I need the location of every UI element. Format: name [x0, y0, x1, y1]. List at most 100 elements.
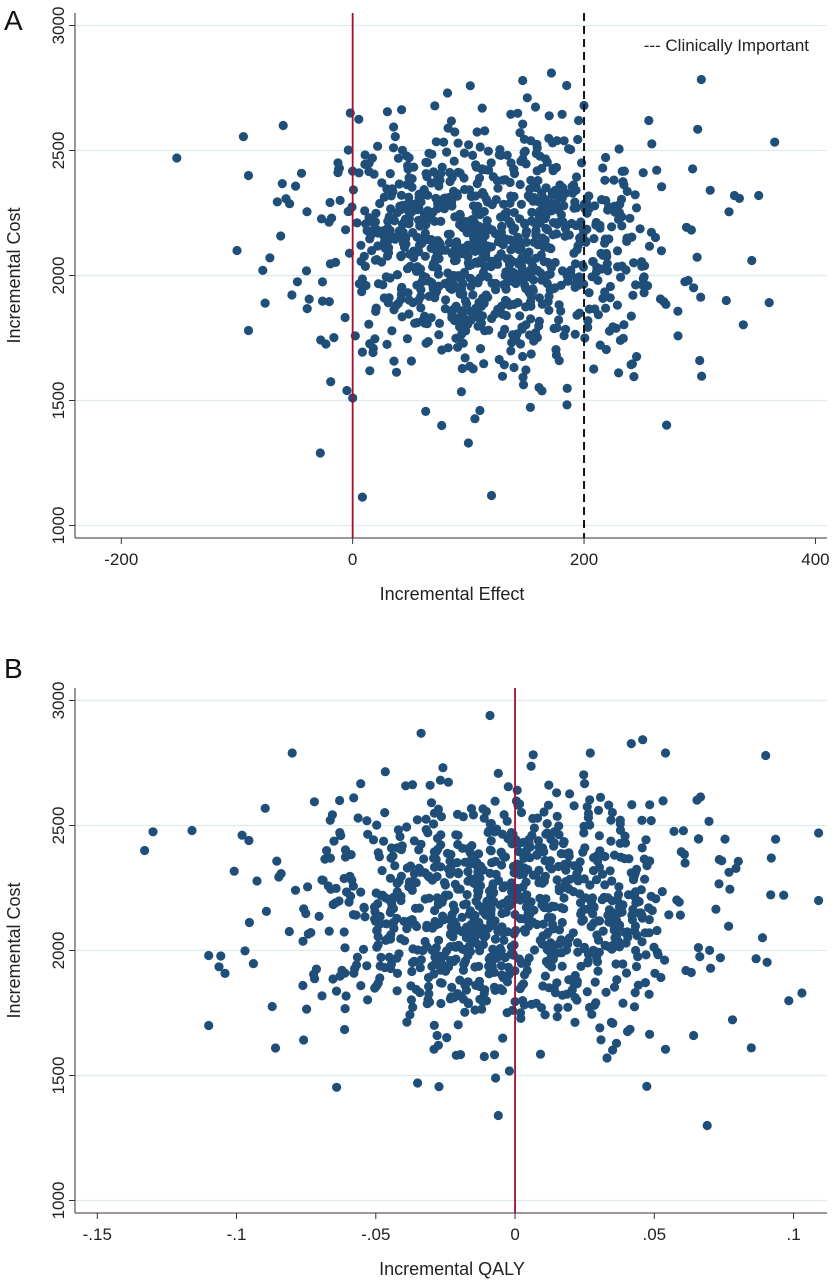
data-point — [635, 224, 645, 234]
data-point — [493, 1110, 503, 1121]
data-point — [500, 209, 510, 219]
data-point — [541, 154, 551, 164]
data-point — [592, 957, 603, 967]
data-point — [334, 164, 344, 174]
data-point — [639, 854, 649, 864]
data-point — [437, 420, 447, 431]
data-point — [561, 324, 571, 334]
data-point — [397, 219, 408, 229]
data-point — [557, 193, 567, 203]
data-point — [441, 946, 452, 956]
data-point — [424, 989, 434, 999]
data-point — [493, 237, 503, 247]
data-point — [784, 996, 794, 1006]
data-point — [411, 878, 421, 888]
data-point — [595, 1023, 605, 1033]
data-point — [631, 280, 641, 290]
data-point — [518, 380, 529, 390]
data-point — [392, 986, 402, 996]
data-point — [544, 780, 554, 790]
data-point — [470, 414, 480, 424]
data-point — [504, 216, 514, 226]
data-point — [646, 816, 656, 826]
x-tick-label: .05 — [642, 1225, 666, 1244]
data-point — [593, 805, 604, 816]
data-point — [597, 895, 607, 905]
data-point — [639, 288, 649, 298]
data-point — [439, 878, 450, 888]
data-point — [417, 277, 427, 287]
data-point — [546, 952, 556, 962]
data-point — [500, 234, 511, 244]
data-point — [470, 246, 480, 256]
data-point — [627, 800, 637, 810]
data-point — [443, 864, 454, 874]
data-point — [537, 163, 547, 173]
data-point — [468, 150, 478, 160]
data-point — [440, 304, 450, 314]
data-point — [580, 779, 590, 789]
data-point — [647, 139, 657, 149]
data-point — [557, 109, 567, 119]
data-point — [573, 947, 583, 957]
data-point — [631, 203, 642, 213]
data-point — [607, 896, 617, 906]
y-tick-label: 1000 — [49, 1182, 68, 1220]
data-point — [243, 325, 254, 336]
data-point — [420, 251, 430, 261]
data-point — [764, 298, 774, 308]
data-point — [574, 272, 584, 282]
data-point — [617, 221, 627, 231]
data-point — [724, 207, 734, 217]
data-point — [607, 944, 617, 954]
data-point — [530, 218, 540, 228]
data-point — [464, 185, 475, 195]
data-point — [516, 807, 527, 818]
data-point — [630, 921, 641, 931]
data-point — [343, 145, 353, 155]
data-point — [301, 266, 312, 276]
data-point — [421, 220, 431, 230]
data-point — [335, 828, 345, 838]
data-point — [360, 150, 370, 160]
data-point — [627, 359, 638, 369]
data-point — [329, 836, 339, 846]
data-point — [406, 356, 416, 366]
data-point — [260, 298, 270, 308]
data-point — [462, 890, 472, 900]
data-point — [655, 294, 666, 304]
data-point — [541, 183, 551, 193]
data-point — [548, 218, 559, 228]
data-point — [437, 959, 447, 969]
data-point — [594, 947, 604, 957]
data-point — [601, 987, 611, 997]
data-point — [412, 318, 422, 328]
data-point — [453, 868, 463, 878]
data-point — [540, 1010, 550, 1020]
data-point — [375, 973, 385, 983]
data-point — [647, 905, 657, 916]
data-point — [441, 196, 451, 206]
data-point — [771, 834, 781, 844]
data-point — [531, 148, 541, 159]
data-point — [522, 93, 532, 103]
data-point — [415, 987, 425, 998]
data-point — [352, 952, 362, 962]
data-point — [506, 949, 516, 959]
data-point — [281, 194, 291, 204]
data-point — [583, 956, 593, 966]
data-point — [664, 910, 674, 920]
data-point — [676, 847, 686, 857]
data-point — [290, 885, 301, 895]
data-point — [386, 191, 396, 201]
data-point — [299, 1035, 309, 1045]
data-point — [238, 132, 248, 142]
data-point — [615, 838, 625, 849]
data-point — [362, 961, 372, 971]
data-point — [643, 281, 653, 291]
data-point — [386, 843, 397, 853]
data-point — [387, 326, 397, 336]
data-point — [657, 182, 667, 192]
data-point — [383, 933, 393, 944]
data-point — [675, 910, 686, 920]
